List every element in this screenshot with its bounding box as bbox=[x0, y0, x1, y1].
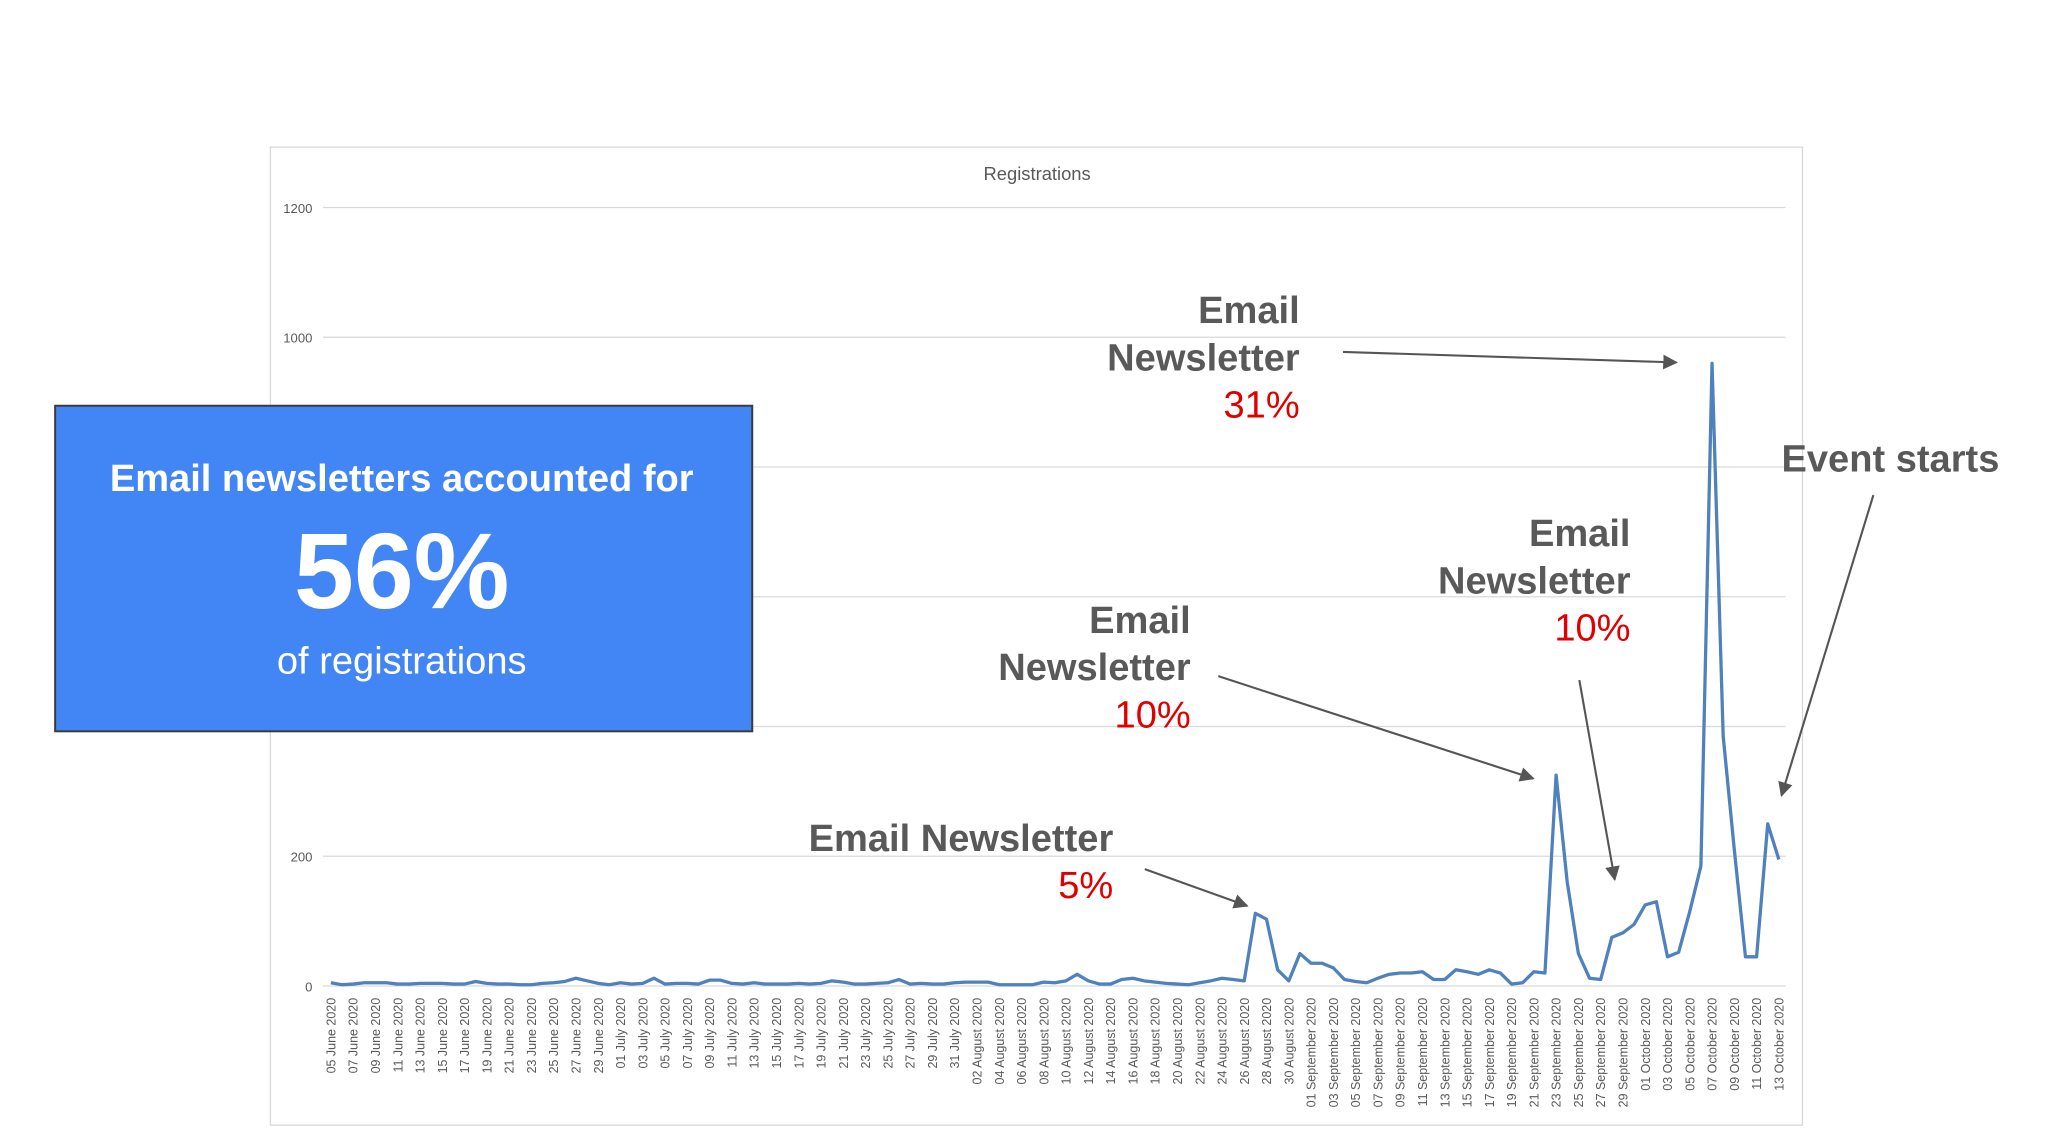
x-tick-label: 29 July 2020 bbox=[926, 998, 940, 1069]
x-tick-label: 15 June 2020 bbox=[436, 998, 450, 1074]
annotations: Email Newsletter 5% Email Newsletter 10% Emai… bbox=[809, 290, 1999, 909]
x-tick-label: 30 August 2020 bbox=[1282, 998, 1296, 1085]
annotation-label: Email bbox=[1089, 600, 1191, 642]
x-tick-label: 23 July 2020 bbox=[859, 998, 873, 1069]
x-tick-label: 01 July 2020 bbox=[614, 998, 628, 1069]
annotation-label: Email bbox=[1529, 513, 1631, 555]
x-tick-label: 09 October 2020 bbox=[1728, 998, 1742, 1091]
x-tick-label: 05 July 2020 bbox=[659, 998, 673, 1069]
x-tick-label: 07 September 2020 bbox=[1371, 998, 1385, 1108]
callout-text: Email newsletters accounted for bbox=[110, 458, 694, 500]
callout-background bbox=[54, 404, 754, 733]
callout-value: 56% bbox=[294, 511, 509, 631]
annotation-arrow bbox=[1342, 350, 1678, 370]
annotation-arrow bbox=[1578, 679, 1620, 882]
x-tick-label: 21 July 2020 bbox=[837, 998, 851, 1069]
x-tick-label: 29 September 2020 bbox=[1617, 998, 1631, 1108]
annotation-share: 10% bbox=[1115, 694, 1191, 736]
x-tick-label: 07 June 2020 bbox=[347, 998, 361, 1074]
x-tick-label: 11 September 2020 bbox=[1416, 998, 1430, 1107]
x-tick-label: 13 July 2020 bbox=[748, 998, 762, 1069]
plot bbox=[330, 361, 1781, 987]
x-tick-label: 17 June 2020 bbox=[458, 998, 472, 1074]
x-tick-label: 09 September 2020 bbox=[1394, 998, 1408, 1108]
x-tick-label: 08 August 2020 bbox=[1037, 998, 1051, 1085]
y-tick-label: 1200 bbox=[283, 201, 312, 216]
x-tick-label: 01 September 2020 bbox=[1305, 998, 1319, 1108]
x-tick-label: 18 August 2020 bbox=[1149, 998, 1163, 1085]
x-tick-label: 13 September 2020 bbox=[1438, 998, 1452, 1108]
annotation-arrow bbox=[1217, 675, 1535, 782]
x-tick-label: 10 August 2020 bbox=[1060, 998, 1074, 1085]
x-tick-label: 19 September 2020 bbox=[1505, 998, 1519, 1108]
x-tick-label: 16 August 2020 bbox=[1126, 998, 1140, 1085]
x-tick-label: 12 August 2020 bbox=[1082, 998, 1096, 1085]
x-tick-label: 15 September 2020 bbox=[1461, 998, 1475, 1108]
x-tick-label: 27 June 2020 bbox=[569, 998, 583, 1074]
x-tick-label: 23 September 2020 bbox=[1550, 998, 1564, 1108]
x-tick-label: 25 June 2020 bbox=[547, 998, 561, 1074]
x-tick-label: 14 August 2020 bbox=[1104, 998, 1118, 1085]
x-tick-label: 09 June 2020 bbox=[369, 998, 383, 1074]
x-tick-label: 07 July 2020 bbox=[681, 998, 695, 1069]
x-tick-label: 13 June 2020 bbox=[414, 998, 428, 1074]
y-tick-label: 1000 bbox=[283, 331, 312, 346]
x-tick-label: 26 August 2020 bbox=[1238, 998, 1252, 1085]
x-tick-label: 24 August 2020 bbox=[1216, 998, 1230, 1085]
x-tick-label: 09 July 2020 bbox=[703, 998, 717, 1069]
annotation-arrow bbox=[1778, 494, 1875, 798]
annotation-label: Newsletter bbox=[998, 647, 1191, 689]
callout-text: of registrations bbox=[277, 641, 527, 683]
x-tick-label: 20 August 2020 bbox=[1171, 998, 1185, 1085]
x-tick-label: 19 June 2020 bbox=[480, 998, 494, 1074]
x-tick-label: 03 September 2020 bbox=[1327, 998, 1341, 1108]
x-tick-label: 29 June 2020 bbox=[592, 998, 606, 1074]
x-tick-label: 13 October 2020 bbox=[1772, 998, 1786, 1091]
annotation-label: Email bbox=[1198, 290, 1300, 332]
x-tick-label: 01 October 2020 bbox=[1639, 998, 1653, 1091]
x-tick-label: 11 October 2020 bbox=[1750, 998, 1764, 1090]
x-tick-label: 28 August 2020 bbox=[1260, 998, 1274, 1085]
x-tick-label: 02 August 2020 bbox=[970, 998, 984, 1085]
annotation-arrow bbox=[1144, 868, 1249, 909]
x-tick-label: 25 September 2020 bbox=[1572, 998, 1586, 1108]
x-tick-label: 11 July 2020 bbox=[725, 998, 739, 1068]
chart-title: Registrations bbox=[984, 163, 1091, 184]
x-tick-label: 27 July 2020 bbox=[904, 998, 918, 1069]
x-axis: 05 June 2020 07 June 2020 09 June 2020 11 J… bbox=[324, 998, 1786, 1108]
x-tick-label: 17 September 2020 bbox=[1483, 998, 1497, 1108]
x-tick-label: 05 October 2020 bbox=[1683, 998, 1697, 1091]
x-tick-label: 05 September 2020 bbox=[1349, 998, 1363, 1108]
x-tick-label: 19 July 2020 bbox=[815, 998, 829, 1069]
annotation-label: Newsletter bbox=[1107, 337, 1300, 379]
annotation-share: 31% bbox=[1224, 385, 1300, 427]
callout-box: Email newsletters accounted for 56% of r… bbox=[54, 404, 754, 733]
annotation-share: 5% bbox=[1058, 865, 1113, 907]
x-tick-label: 05 June 2020 bbox=[324, 998, 338, 1074]
annotation-share: 10% bbox=[1554, 608, 1630, 650]
x-tick-label: 11 June 2020 bbox=[391, 998, 405, 1073]
x-tick-label: 21 September 2020 bbox=[1527, 998, 1541, 1108]
x-tick-label: 03 July 2020 bbox=[636, 998, 650, 1069]
y-tick-label: 200 bbox=[291, 850, 313, 865]
x-tick-label: 06 August 2020 bbox=[1015, 998, 1029, 1085]
x-tick-label: 17 July 2020 bbox=[792, 998, 806, 1069]
y-tick-label: 0 bbox=[305, 979, 312, 994]
x-tick-label: 15 July 2020 bbox=[770, 998, 784, 1069]
x-tick-label: 04 August 2020 bbox=[993, 998, 1007, 1085]
annotation-label: Email Newsletter bbox=[809, 818, 1114, 860]
annotation-label: Newsletter bbox=[1438, 560, 1631, 602]
x-tick-label: 07 October 2020 bbox=[1706, 998, 1720, 1091]
x-tick-label: 25 July 2020 bbox=[881, 998, 895, 1069]
x-tick-label: 23 June 2020 bbox=[525, 998, 539, 1074]
x-tick-label: 31 July 2020 bbox=[948, 998, 962, 1069]
x-tick-label: 22 August 2020 bbox=[1193, 998, 1207, 1085]
annotation-label: Event starts bbox=[1781, 438, 1999, 480]
x-tick-label: 03 October 2020 bbox=[1661, 998, 1675, 1091]
x-tick-label: 27 September 2020 bbox=[1594, 998, 1608, 1108]
data-line bbox=[330, 361, 1781, 987]
x-tick-label: 21 June 2020 bbox=[503, 998, 517, 1074]
